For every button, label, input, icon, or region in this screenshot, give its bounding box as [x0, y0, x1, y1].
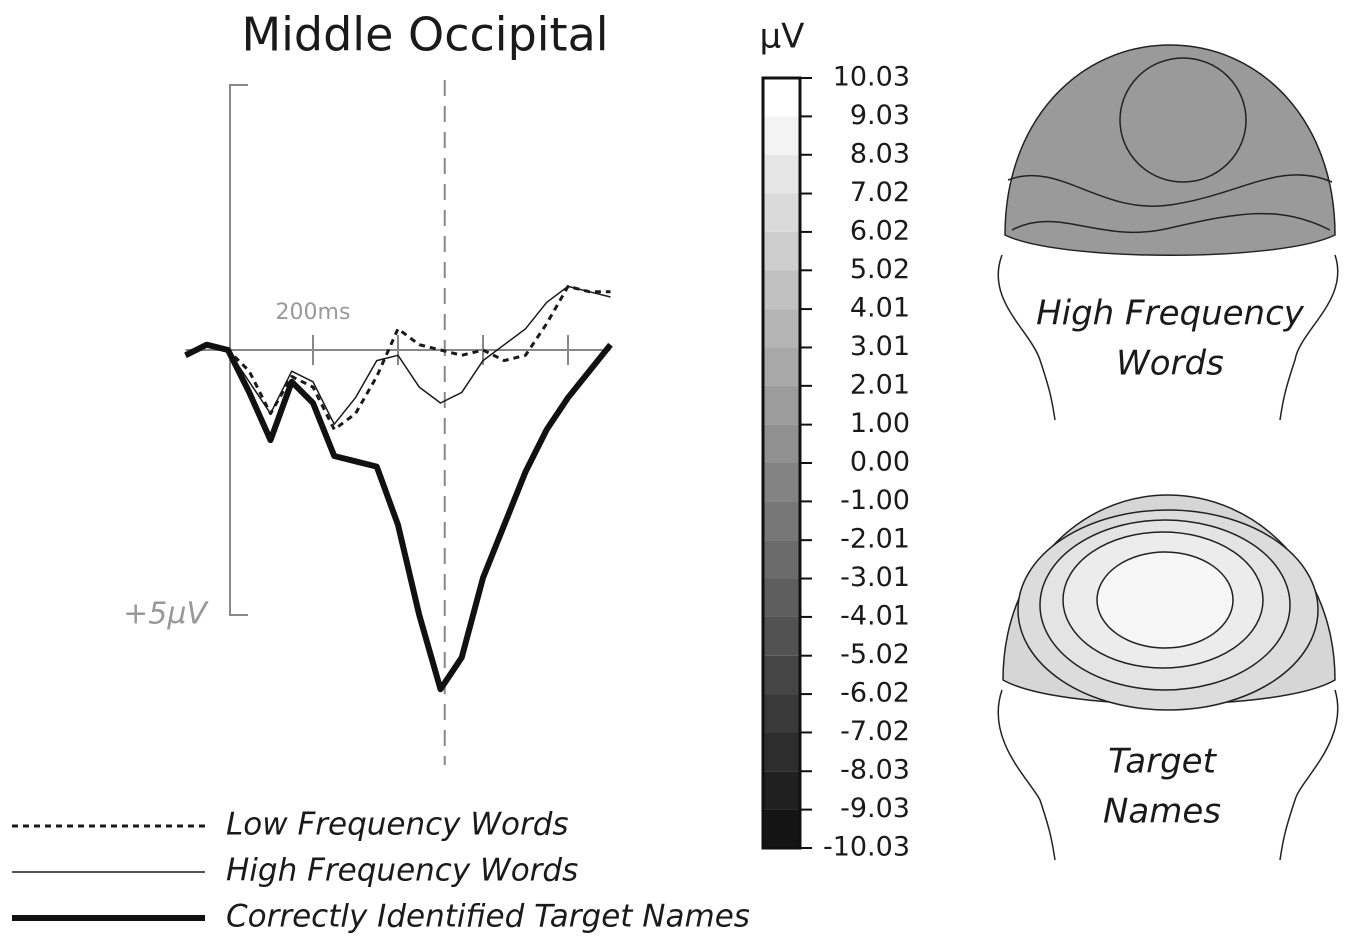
colorbar-cell [763, 425, 800, 463]
colorbar-cell [763, 78, 800, 116]
legend-label: Correctly Identified Target Names [226, 899, 750, 935]
colorbar-tick-label: 1.00 [850, 408, 910, 439]
colorbar-title: µV [760, 17, 805, 57]
topomap-label: High Frequency [1036, 294, 1305, 334]
colorbar-cell [763, 194, 800, 232]
head-outline [998, 255, 1055, 420]
topomap-label: Words [1116, 344, 1224, 384]
colorbar-cell [763, 116, 800, 154]
chart-title: Middle Occipital [241, 8, 608, 62]
colorbar-cell [763, 732, 800, 771]
colorbar-tick-label: -3.01 [840, 562, 910, 593]
colorbar-tick-label: 0.00 [850, 447, 910, 478]
colorbar-tick-label: 2.01 [850, 369, 910, 400]
colorbar-tick-label: 4.01 [850, 293, 910, 324]
colorbar-cell [763, 386, 800, 425]
colorbar-tick-label: 10.03 [833, 62, 910, 93]
colorbar-cell [763, 810, 800, 848]
colorbar-cell [763, 347, 800, 385]
colorbar-cell [763, 579, 800, 617]
colorbar-tick-label: -2.01 [840, 524, 910, 555]
colorbar-tick-label: 7.02 [850, 177, 910, 208]
colorbar-cell [763, 656, 800, 694]
legend-label: Low Frequency Words [226, 807, 569, 843]
colorbar-cell [763, 771, 800, 809]
head-outline [1280, 690, 1338, 860]
colorbar-tick-label: 5.02 [850, 254, 910, 285]
colorbar-cell [763, 463, 800, 501]
colorbar-cell [763, 309, 800, 347]
figure: Middle Occipital µV +5µV 200ms Low Frequen… [0, 0, 1352, 942]
colorbar-tick-label: -9.03 [840, 793, 910, 824]
contour [1097, 552, 1233, 648]
colorbar-tick-label: 8.03 [850, 138, 910, 169]
colorbar-cell [763, 694, 800, 732]
head-outline [998, 690, 1055, 860]
colorbar-cell [763, 270, 800, 309]
head-outline [1280, 255, 1338, 420]
colorbar-tick-label: -6.02 [840, 678, 910, 709]
colorbar-tick-label: -5.02 [840, 639, 910, 670]
colorbar-tick-label: 6.02 [850, 215, 910, 246]
colorbar-cell [763, 155, 800, 194]
colorbar-cell [763, 540, 800, 578]
colorbar-tick-label: -10.03 [823, 832, 910, 863]
scalp [1005, 45, 1335, 255]
colorbar-tick-label: 9.03 [850, 100, 910, 131]
colorbar-cell [763, 232, 800, 270]
y-tick-label: +5µV [123, 597, 209, 632]
legend-label: High Frequency Words [226, 853, 578, 889]
topomap-label: Names [1103, 792, 1221, 832]
x-tick-label: 200ms [276, 300, 351, 325]
colorbar-tick-label: -1.00 [840, 485, 910, 516]
series-line [186, 345, 611, 690]
series-line [186, 286, 611, 424]
colorbar-tick-label: -8.03 [840, 755, 910, 786]
colorbar-tick-label: 3.01 [850, 331, 910, 362]
topomap-label: Target [1108, 742, 1218, 782]
colorbar-cell [763, 501, 800, 540]
colorbar-cell [763, 617, 800, 656]
colorbar-tick-label: -4.01 [840, 600, 910, 631]
colorbar-tick-label: -7.02 [840, 716, 910, 747]
